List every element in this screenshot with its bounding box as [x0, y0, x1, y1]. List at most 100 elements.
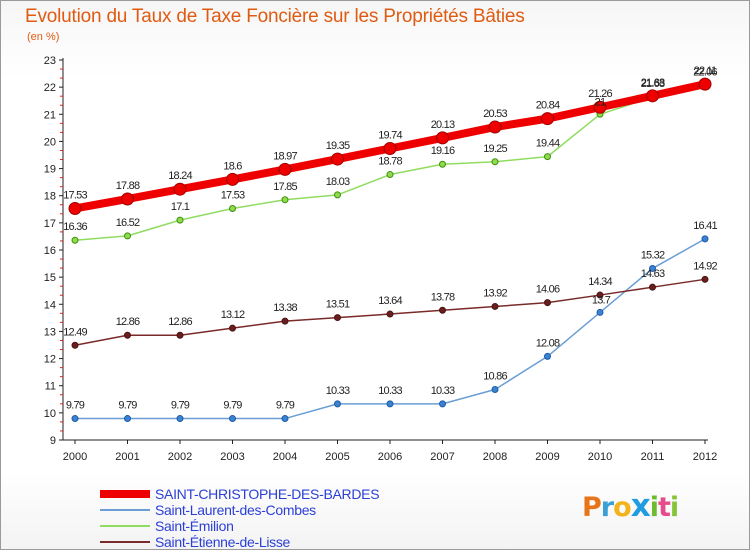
data-point — [646, 89, 659, 103]
data-point — [701, 235, 709, 243]
data-label: 10.33 — [378, 385, 402, 397]
data-label: 13.92 — [483, 287, 507, 299]
x-tick-label: 2002 — [168, 451, 192, 463]
x-tick-label: 2011 — [641, 451, 665, 463]
data-label: 9.79 — [171, 400, 190, 412]
data-label: 21.63 — [641, 78, 665, 90]
y-tick-label: 22 — [44, 82, 56, 94]
data-label: 14.06 — [536, 284, 560, 296]
data-point — [439, 160, 446, 168]
y-tick-label: 14 — [44, 299, 56, 311]
y-tick-label: 13 — [44, 326, 56, 338]
x-tick-label: 2001 — [115, 451, 139, 463]
data-point — [124, 415, 131, 423]
data-point — [176, 331, 184, 339]
data-point — [71, 341, 79, 349]
data-label: 19.25 — [483, 143, 507, 155]
data-label: 13.78 — [431, 291, 455, 303]
data-point — [229, 324, 236, 332]
data-point — [541, 112, 554, 126]
legend-label: Saint-Étienne-de-Lisse — [155, 534, 291, 550]
legend-swatch — [100, 525, 150, 527]
data-label: 19.44 — [536, 138, 560, 150]
data-label: 13.64 — [378, 295, 402, 307]
data-label: 20.84 — [536, 100, 560, 112]
data-label: 9.79 — [276, 400, 295, 412]
x-tick-label: 2010 — [588, 451, 612, 463]
data-point — [649, 283, 656, 291]
data-point — [386, 171, 394, 179]
chart-unit: (en %) — [27, 31, 60, 43]
x-tick-label: 2009 — [535, 451, 559, 463]
legend-swatch — [100, 490, 150, 498]
y-tick-label: 12 — [44, 354, 56, 366]
data-point — [121, 192, 134, 206]
data-point — [281, 415, 289, 423]
x-tick-label: 2008 — [483, 451, 507, 463]
logo-letter: P — [582, 492, 602, 523]
y-tick-label: 19 — [44, 164, 56, 176]
data-point — [491, 302, 499, 310]
data-point — [649, 264, 656, 272]
data-label: 9.79 — [118, 400, 137, 412]
x-tick-label: 2006 — [378, 451, 402, 463]
data-label: 22.06 — [693, 67, 717, 79]
data-point — [544, 153, 551, 161]
chart-title: Evolution du Taux de Taxe Foncière sur l… — [25, 6, 525, 27]
y-tick-label: 10 — [44, 408, 56, 420]
y-tick-label: 17 — [44, 218, 56, 230]
legend-swatch — [100, 541, 150, 543]
data-point — [439, 306, 446, 314]
x-tick-label: 2003 — [220, 451, 244, 463]
data-label: 12.86 — [116, 316, 140, 328]
data-label: 13.12 — [221, 309, 245, 321]
data-point — [698, 77, 712, 91]
data-point — [71, 415, 79, 423]
data-label: 14.34 — [588, 276, 612, 288]
x-tick-label: 2012 — [693, 451, 717, 463]
data-label: 17.88 — [116, 180, 140, 192]
data-point — [229, 415, 236, 423]
data-label: 13.7 — [592, 294, 611, 306]
data-label: 12.86 — [168, 316, 192, 328]
data-point — [491, 158, 499, 166]
data-point — [491, 386, 499, 394]
data-point — [386, 310, 394, 318]
data-label: 18.97 — [273, 150, 297, 162]
data-point — [334, 314, 341, 322]
data-label: 18.78 — [378, 156, 402, 168]
data-label: 9.79 — [66, 400, 85, 412]
data-label: 16.41 — [693, 220, 717, 232]
legend-label: Saint-Laurent-des-Combes — [155, 502, 316, 518]
data-label: 21.26 — [588, 88, 612, 100]
x-tick-label: 2005 — [325, 451, 349, 463]
data-point — [331, 152, 344, 166]
data-label: 20.53 — [483, 108, 507, 120]
y-tick-label: 15 — [44, 272, 56, 284]
data-label: 10.33 — [326, 385, 350, 397]
data-point — [281, 317, 289, 325]
logo-letter: x — [630, 488, 651, 524]
data-point — [488, 120, 502, 134]
data-point — [383, 141, 397, 155]
data-point — [281, 196, 289, 204]
data-point — [439, 400, 446, 408]
logo-letter: r — [600, 492, 614, 523]
x-tick-label: 2004 — [273, 451, 297, 463]
y-tick-label: 11 — [45, 381, 56, 393]
data-label: 22.11 — [694, 65, 717, 77]
data-label: 13.38 — [273, 302, 297, 314]
y-tick-label: 16 — [44, 245, 56, 257]
data-label: 13.51 — [326, 299, 350, 311]
data-point — [334, 400, 341, 408]
data-label: 19.74 — [378, 129, 402, 141]
data-label: 18.6 — [223, 160, 242, 172]
data-label: 20.13 — [431, 119, 455, 131]
data-label: 14.63 — [641, 268, 665, 280]
data-label: 19.16 — [431, 145, 455, 157]
y-tick-label: 23 — [44, 55, 56, 67]
logo-letter: i — [669, 492, 679, 523]
proxiti-logo: Proxiti — [582, 488, 679, 524]
data-point — [124, 331, 131, 339]
